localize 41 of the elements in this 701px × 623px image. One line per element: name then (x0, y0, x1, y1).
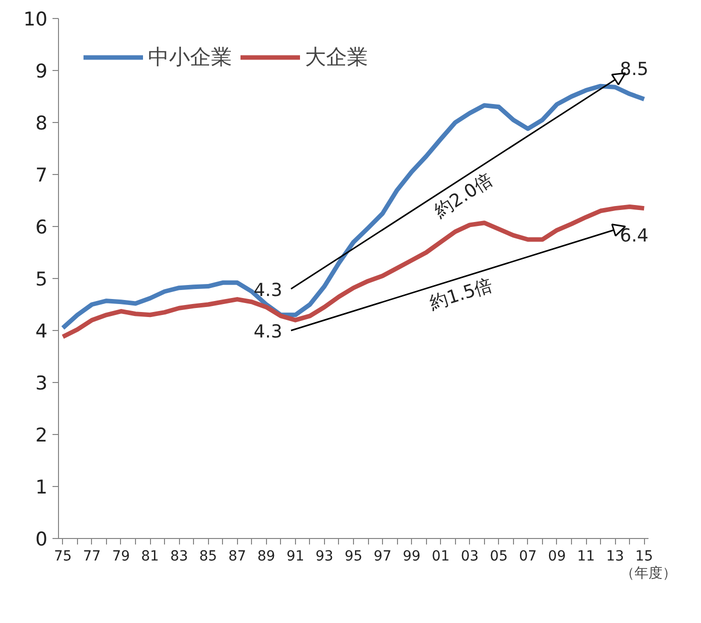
x-tick-label: 85 (199, 548, 218, 564)
x-tick-label: 99 (402, 548, 421, 564)
x-tick-label: 15 (635, 548, 654, 564)
x-tick-label: 79 (112, 548, 130, 564)
y-tick-label: 6 (35, 216, 48, 238)
x-tick-label: 83 (170, 548, 188, 564)
x-tick-label: 87 (228, 548, 246, 564)
y-tick-label: 4 (35, 320, 48, 342)
y-tick-label: 2 (35, 424, 48, 446)
annotation: 8.5 (620, 58, 649, 80)
x-axis-title: （年度） (620, 566, 676, 582)
legend-label: 大企業 (305, 44, 368, 71)
y-tick-label: 1 (35, 476, 48, 498)
x-tick-label: 09 (548, 548, 566, 564)
y-tick-label: 7 (35, 164, 48, 186)
x-tick-label: 93 (316, 548, 334, 564)
y-tick-label: 8 (35, 112, 48, 134)
y-tick-label: 9 (35, 60, 48, 82)
annotation: 約1.5倍 (427, 274, 496, 314)
x-tick-label: 77 (83, 548, 101, 564)
y-tick-label: 3 (35, 372, 48, 394)
x-tick-label: 95 (344, 548, 362, 564)
y-tick-label: 0 (35, 528, 48, 550)
y-tick-label: 5 (35, 268, 48, 290)
annotation: 約2.0倍 (430, 169, 497, 222)
x-tick-label: 03 (460, 548, 479, 564)
x-tick-label: 07 (518, 548, 537, 564)
x-tick-label: 81 (141, 548, 159, 564)
x-tick-label: 91 (286, 548, 304, 564)
x-tick-label: 97 (374, 548, 392, 564)
x-tick-label: 13 (606, 548, 624, 564)
annotation: 4.3 (254, 280, 282, 301)
x-tick-label: 75 (54, 548, 72, 564)
x-tick-label: 89 (257, 548, 276, 564)
x-tick-label: 01 (432, 548, 450, 564)
y-tick-label: 10 (23, 8, 48, 30)
x-tick-label: 05 (490, 548, 508, 564)
annotation: 6.4 (620, 225, 649, 246)
x-tick-label: 11 (577, 548, 595, 564)
legend-label: 中小企業 (148, 44, 232, 71)
annotation: 4.3 (254, 322, 282, 342)
